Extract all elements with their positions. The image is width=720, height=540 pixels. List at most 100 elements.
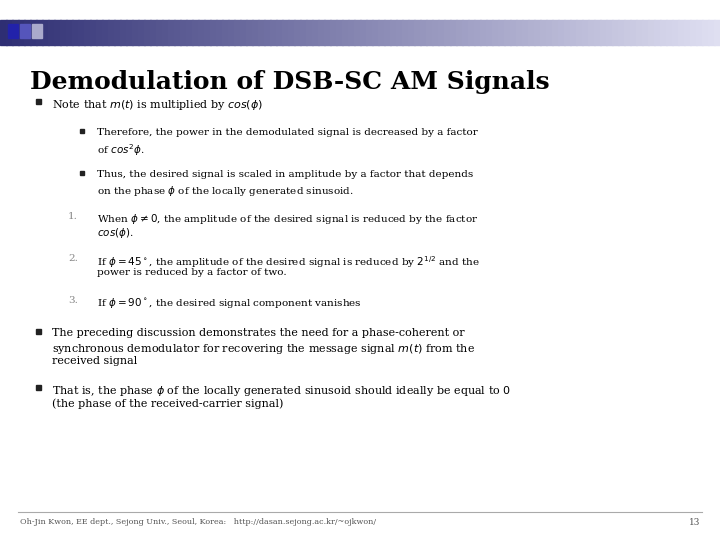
- Bar: [156, 20, 163, 45]
- Bar: [708, 20, 715, 45]
- Bar: [252, 20, 259, 45]
- Bar: [54, 20, 61, 45]
- Bar: [270, 20, 277, 45]
- Bar: [492, 20, 499, 45]
- Bar: [390, 20, 397, 45]
- Bar: [144, 20, 151, 45]
- Bar: [282, 20, 289, 45]
- Bar: [12, 20, 19, 45]
- Bar: [378, 20, 385, 45]
- Bar: [618, 20, 625, 45]
- Bar: [30, 20, 37, 45]
- Text: Oh-Jin Kwon, EE dept., Sejong Univ., Seoul, Korea:   http://dasan.sejong.ac.kr/~: Oh-Jin Kwon, EE dept., Sejong Univ., Seo…: [20, 518, 376, 526]
- Bar: [558, 20, 565, 45]
- Bar: [78, 20, 85, 45]
- Bar: [32, 24, 42, 38]
- Bar: [330, 20, 337, 45]
- Bar: [606, 20, 613, 45]
- Text: The preceding discussion demonstrates the need for a phase-coherent or: The preceding discussion demonstrates th…: [52, 328, 464, 338]
- Bar: [372, 20, 379, 45]
- Bar: [162, 20, 169, 45]
- Bar: [468, 20, 475, 45]
- Bar: [80, 129, 84, 133]
- Bar: [72, 20, 79, 45]
- Bar: [234, 20, 241, 45]
- Bar: [8, 24, 18, 38]
- Bar: [690, 20, 697, 45]
- Bar: [486, 20, 493, 45]
- Bar: [348, 20, 355, 45]
- Bar: [636, 20, 643, 45]
- Bar: [696, 20, 703, 45]
- Text: Thus, the desired signal is scaled in amplitude by a factor that depends: Thus, the desired signal is scaled in am…: [97, 170, 473, 179]
- Bar: [594, 20, 601, 45]
- Bar: [48, 20, 55, 45]
- Text: Therefore, the power in the demodulated signal is decreased by a factor: Therefore, the power in the demodulated …: [97, 128, 478, 137]
- Bar: [672, 20, 679, 45]
- Text: 1.: 1.: [68, 212, 78, 221]
- Bar: [588, 20, 595, 45]
- Bar: [654, 20, 661, 45]
- Bar: [108, 20, 115, 45]
- Bar: [36, 20, 43, 45]
- Bar: [360, 20, 367, 45]
- Bar: [648, 20, 655, 45]
- Bar: [702, 20, 709, 45]
- Bar: [474, 20, 481, 45]
- Bar: [246, 20, 253, 45]
- Bar: [666, 20, 673, 45]
- Bar: [20, 24, 30, 38]
- Bar: [204, 20, 211, 45]
- Bar: [660, 20, 667, 45]
- Bar: [444, 20, 451, 45]
- Bar: [414, 20, 421, 45]
- Bar: [18, 20, 25, 45]
- Bar: [612, 20, 619, 45]
- Bar: [396, 20, 403, 45]
- Bar: [552, 20, 559, 45]
- Bar: [324, 20, 331, 45]
- Bar: [42, 20, 49, 45]
- Bar: [174, 20, 181, 45]
- Text: synchronous demodulator for recovering the message signal $m(t)$ from the: synchronous demodulator for recovering t…: [52, 342, 475, 356]
- Bar: [516, 20, 523, 45]
- Bar: [258, 20, 265, 45]
- Bar: [6, 20, 13, 45]
- Bar: [210, 20, 217, 45]
- Bar: [462, 20, 469, 45]
- Bar: [450, 20, 457, 45]
- Bar: [426, 20, 433, 45]
- Text: received signal: received signal: [52, 356, 138, 366]
- Bar: [522, 20, 529, 45]
- Bar: [264, 20, 271, 45]
- Bar: [180, 20, 187, 45]
- Text: If $\phi = 90^\circ$, the desired signal component vanishes: If $\phi = 90^\circ$, the desired signal…: [97, 296, 361, 310]
- Bar: [276, 20, 283, 45]
- Bar: [66, 20, 73, 45]
- Bar: [126, 20, 133, 45]
- Text: power is reduced by a factor of two.: power is reduced by a factor of two.: [97, 268, 287, 277]
- Bar: [35, 384, 40, 389]
- Bar: [480, 20, 487, 45]
- Bar: [35, 328, 40, 334]
- Bar: [84, 20, 91, 45]
- Bar: [138, 20, 145, 45]
- Bar: [432, 20, 439, 45]
- Bar: [216, 20, 223, 45]
- Bar: [288, 20, 295, 45]
- Text: If $\phi = 45^\circ$, the amplitude of the desired signal is reduced by $2^{1/2}: If $\phi = 45^\circ$, the amplitude of t…: [97, 254, 480, 270]
- Bar: [582, 20, 589, 45]
- Bar: [366, 20, 373, 45]
- Bar: [342, 20, 349, 45]
- Bar: [300, 20, 307, 45]
- Bar: [630, 20, 637, 45]
- Bar: [228, 20, 235, 45]
- Text: That is, the phase $\phi$ of the locally generated sinusoid should ideally be eq: That is, the phase $\phi$ of the locally…: [52, 384, 511, 398]
- Bar: [420, 20, 427, 45]
- Text: $cos(\phi)$.: $cos(\phi)$.: [97, 226, 134, 240]
- Bar: [510, 20, 517, 45]
- Bar: [504, 20, 511, 45]
- Text: of $cos^2\phi$.: of $cos^2\phi$.: [97, 142, 145, 158]
- Bar: [120, 20, 127, 45]
- Text: 2.: 2.: [68, 254, 78, 263]
